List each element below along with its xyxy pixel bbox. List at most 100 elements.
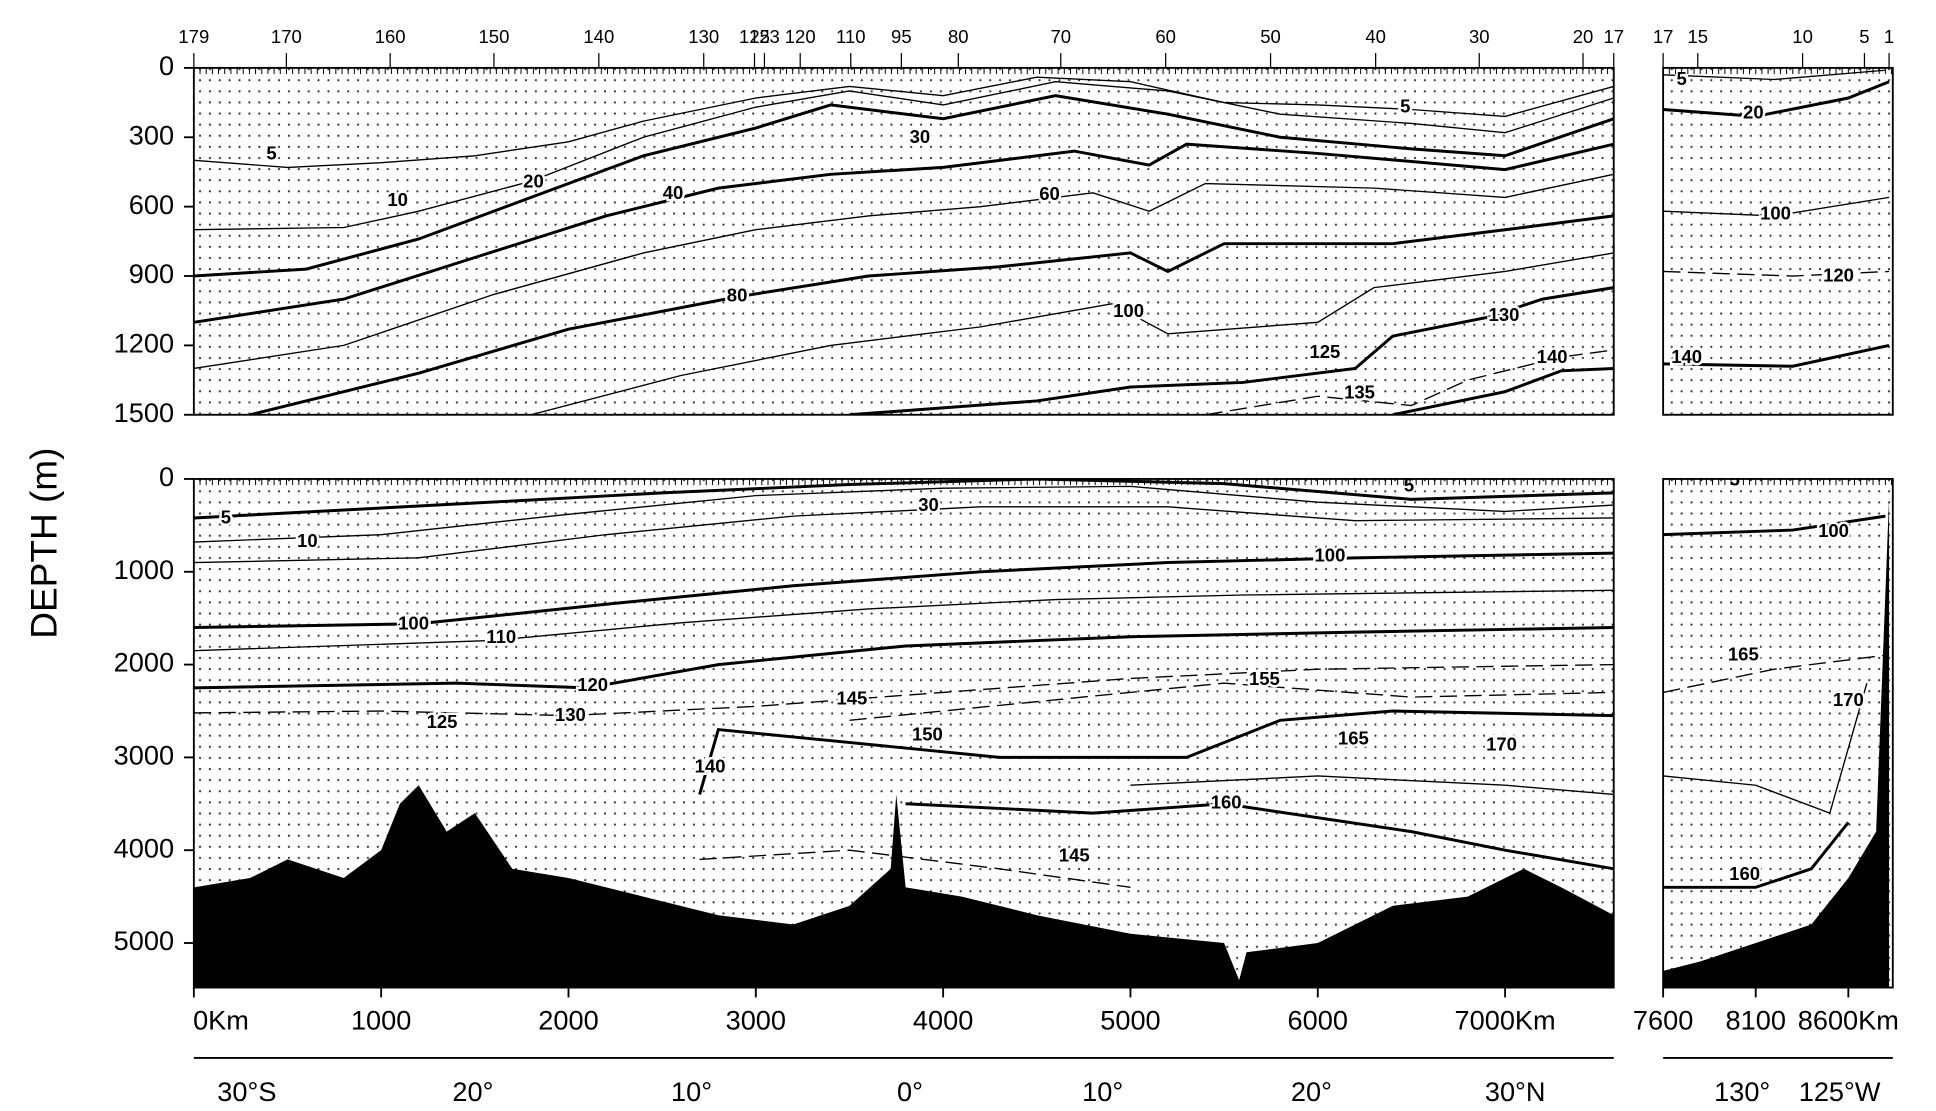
- y-tick-label: 4000: [114, 832, 174, 863]
- contour-line: [193, 551, 1614, 629]
- x-tick-label: 4000: [913, 1004, 973, 1035]
- y-tick-label: 900: [129, 258, 174, 289]
- station-label: 5: [1859, 26, 1869, 47]
- contour-label: 125: [427, 711, 458, 732]
- contour-line: [193, 625, 1614, 690]
- contour-line: [249, 214, 1614, 415]
- contour-label: 125: [1309, 341, 1340, 362]
- station-label: 130: [688, 26, 719, 47]
- contour-label: 140: [1671, 346, 1702, 367]
- x-tick-label: 0Km: [193, 1004, 249, 1035]
- station-label: 80: [948, 26, 969, 47]
- x-tick-label: 7600: [1633, 1004, 1693, 1035]
- contour-line: [1205, 349, 1614, 415]
- contour-label: 5: [1400, 95, 1410, 116]
- contour-label: 130: [1489, 304, 1520, 325]
- station-label: 20: [1573, 26, 1594, 47]
- contour-line: [1663, 821, 1850, 889]
- contour-label: 120: [577, 674, 608, 695]
- contour-line: [193, 485, 1614, 543]
- x-tick-label: 8100: [1726, 1004, 1786, 1035]
- contour-label: 140: [695, 756, 726, 777]
- contour-label: 160: [1211, 791, 1242, 812]
- x-tick-label: 6000: [1288, 1004, 1348, 1035]
- contour-label: 170: [1486, 733, 1517, 754]
- contour-label: 130: [555, 704, 586, 725]
- station-label: 10: [1792, 26, 1813, 47]
- contour-label: 5: [221, 506, 231, 527]
- station-label: 179: [178, 26, 209, 47]
- contour-line: [1663, 270, 1890, 277]
- station-label: 120: [785, 26, 816, 47]
- latitude-label: 20°: [1291, 1076, 1332, 1107]
- contour-line: [193, 506, 1614, 564]
- contour-label: 5: [1677, 68, 1687, 89]
- latitude-label: 30°S: [217, 1076, 276, 1107]
- contour-label: 80: [727, 284, 748, 305]
- station-label: 17: [1603, 26, 1624, 47]
- y-tick-label: 3000: [114, 740, 174, 771]
- station-label: 170: [271, 26, 302, 47]
- contour-label: 110: [486, 626, 516, 647]
- contour-label: 100: [1315, 545, 1346, 566]
- latitude-label: 20°: [452, 1076, 493, 1107]
- contour-line: [1663, 196, 1890, 217]
- y-tick-label: 0: [159, 50, 174, 81]
- contour-label: 100: [398, 612, 429, 633]
- contour-line: [193, 94, 1614, 278]
- station-label: 15: [1687, 26, 1708, 47]
- contour-label: 20: [1743, 102, 1764, 123]
- latitude-label: 130°: [1714, 1076, 1770, 1107]
- contour-line: [1130, 775, 1614, 796]
- bathymetry: [193, 785, 1614, 988]
- y-tick-label: 600: [129, 189, 174, 220]
- contour-line: [1663, 514, 1886, 537]
- latitude-label: 125°W: [1799, 1076, 1881, 1107]
- panel-frame: [1662, 66, 1894, 416]
- contour-label: 165: [1728, 643, 1759, 664]
- station-label: 50: [1260, 26, 1281, 47]
- x-tick-label: 7000Km: [1455, 1004, 1556, 1035]
- station-label: 95: [891, 26, 912, 47]
- station-label: 110: [836, 26, 866, 47]
- contour-label: 120: [1823, 264, 1854, 285]
- station-label: 17: [1653, 26, 1674, 47]
- contour-line: [699, 849, 1131, 888]
- latitude-label: 10°: [1082, 1076, 1123, 1107]
- contour-label: 10: [297, 530, 318, 551]
- contour-label: 100: [1113, 300, 1144, 321]
- contour-line: [193, 76, 1614, 169]
- station-label: 70: [1050, 26, 1071, 47]
- contour-label: 145: [1059, 844, 1090, 865]
- sample-dots: [1663, 67, 1893, 415]
- contour-line: [905, 802, 1614, 871]
- y-tick-label: 1000: [114, 554, 174, 585]
- station-label: 150: [478, 26, 509, 47]
- contour-label: 145: [836, 688, 867, 709]
- sample-dots: [193, 67, 1614, 415]
- latitude-label: 30°N: [1485, 1076, 1546, 1107]
- contour-label: 30: [918, 494, 939, 515]
- y-tick-label: 2000: [114, 647, 174, 678]
- contour-line: [193, 589, 1614, 652]
- contour-line: [193, 142, 1614, 324]
- contour-label: 10: [387, 189, 408, 210]
- contour-label: 5: [266, 142, 276, 163]
- x-tick-label: 3000: [726, 1004, 786, 1035]
- plot-area: 5 10 30 5 100 100 110 120 125 130 145 150 140 155 165 1…: [193, 478, 1614, 988]
- station-label: 60: [1155, 26, 1176, 47]
- contour-line: [530, 252, 1614, 415]
- x-tick-label: 1000: [351, 1004, 411, 1035]
- x-tick-label: 2000: [538, 1004, 598, 1035]
- latitude-label: 0°: [897, 1076, 923, 1107]
- panel-frame: [1662, 478, 1894, 989]
- plot-area: 5 20 100 120 140: [1663, 68, 1890, 369]
- contour-line: [193, 663, 1614, 717]
- y-tick-label: 300: [129, 119, 174, 150]
- station-label: 1: [1884, 26, 1894, 47]
- contour-label: 135: [1344, 382, 1375, 403]
- contour-line: [193, 478, 1614, 520]
- contour-line: [849, 286, 1614, 415]
